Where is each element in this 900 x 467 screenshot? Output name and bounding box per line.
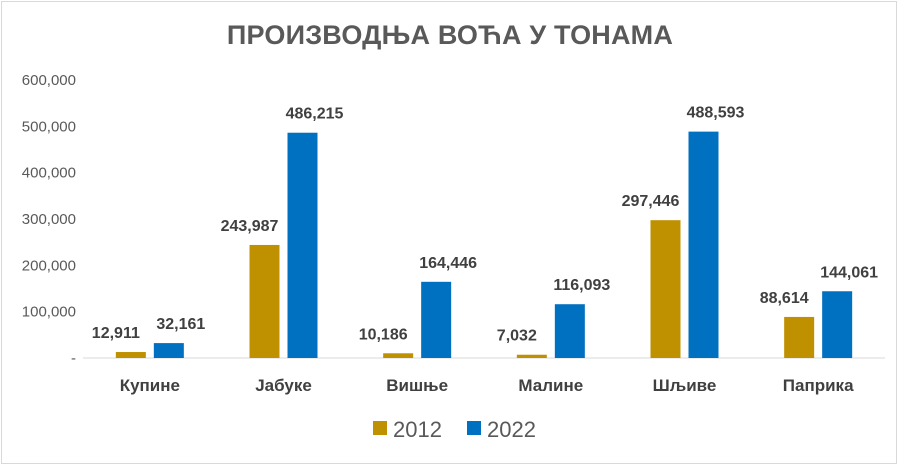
y-tick-label: 200,000 xyxy=(22,257,76,274)
x-tick-label: Купине xyxy=(120,376,180,395)
bar-2022 xyxy=(153,343,184,358)
bar-2012 xyxy=(516,354,547,358)
data-label-2022: 164,446 xyxy=(419,255,477,272)
x-tick-label: Шљиве xyxy=(653,376,717,395)
legend-swatch-2012 xyxy=(373,421,387,435)
data-label-2022: 488,593 xyxy=(687,105,745,122)
y-tick-label: 100,000 xyxy=(22,304,76,321)
bar-2022 xyxy=(688,131,719,358)
data-label-2012: 297,446 xyxy=(622,193,680,210)
data-label-2022: 116,093 xyxy=(553,277,610,294)
x-tick-label: Јабуке xyxy=(255,376,312,395)
data-label-2022: 486,215 xyxy=(286,106,344,123)
data-label-2012: 243,987 xyxy=(221,218,279,235)
bar-2022 xyxy=(287,132,318,358)
data-label-2012: 88,614 xyxy=(760,290,809,307)
bar-2012 xyxy=(650,220,681,358)
bar-2022 xyxy=(421,281,452,358)
y-tick-label: 500,000 xyxy=(22,118,76,135)
data-label-2012: 7,032 xyxy=(497,328,537,345)
legend-label-2012: 2012 xyxy=(393,417,442,442)
y-tick-label: 300,000 xyxy=(22,211,76,228)
legend-swatch-2022 xyxy=(467,421,481,435)
data-label-2022: 144,061 xyxy=(820,264,878,281)
bar-2012 xyxy=(249,244,280,358)
x-tick-label: Малине xyxy=(518,376,583,395)
chart-title: ПРОИЗВОДЊА ВОЋА У ТОНАМА xyxy=(226,20,674,50)
bar-2012 xyxy=(115,352,146,358)
y-tick-label: - xyxy=(71,350,76,367)
bar-2012 xyxy=(784,316,815,358)
bar-2012 xyxy=(383,353,414,358)
data-label-2012: 12,911 xyxy=(92,325,140,342)
y-tick-label: 600,000 xyxy=(22,72,76,89)
legend-label-2022: 2022 xyxy=(487,417,536,442)
data-label-2012: 10,186 xyxy=(359,326,408,343)
data-label-2022: 32,161 xyxy=(156,316,205,333)
y-tick-label: 400,000 xyxy=(22,165,76,182)
bar-2022 xyxy=(554,304,585,358)
bar-2022 xyxy=(822,291,853,358)
x-tick-label: Вишње xyxy=(386,376,448,395)
x-tick-label: Паприка xyxy=(783,376,854,395)
